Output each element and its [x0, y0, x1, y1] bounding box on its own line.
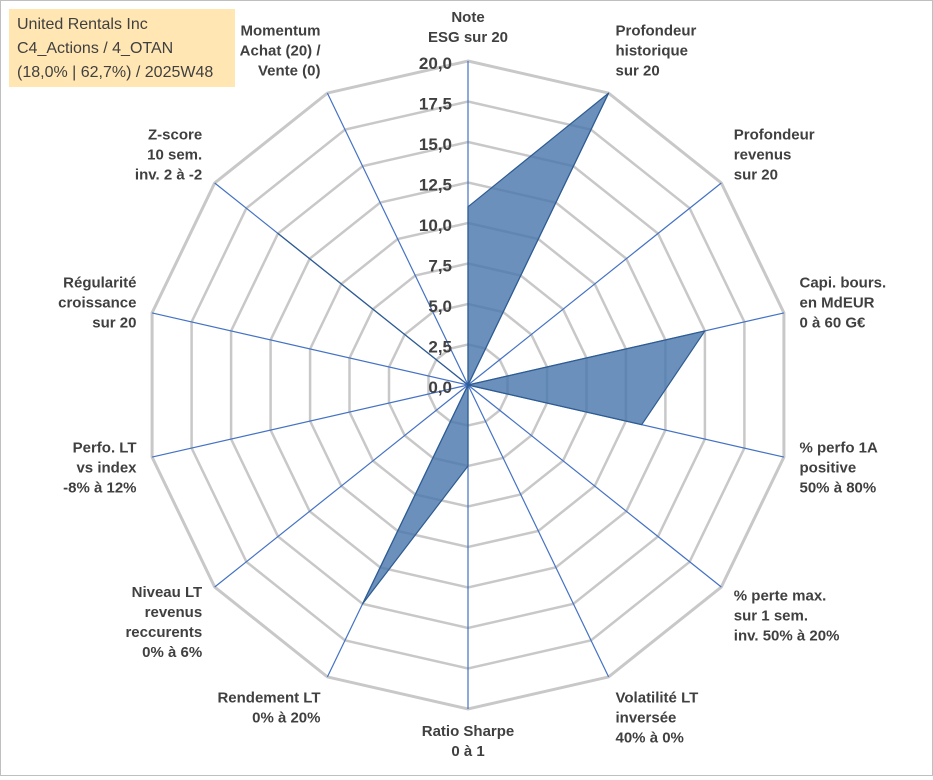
axis-spoke — [467, 384, 722, 588]
axis-spoke — [326, 92, 469, 386]
axis-label: Rendement LT 0% à 20% — [217, 689, 320, 726]
chart-title-box: United Rentals Inc C4_Actions / 4_OTAN (… — [9, 9, 235, 87]
axis-label: Régularité croissance sur 20 — [58, 275, 136, 332]
axis-label: Profondeur historique sur 20 — [616, 23, 697, 80]
axis-label: Z-score 10 sem. inv. 2 à -2 — [135, 126, 202, 183]
axis-spoke — [467, 182, 722, 386]
title-stats: (18,0% | 62,7%) / 2025W48 — [17, 64, 214, 81]
tick-label: 7,5 — [428, 257, 452, 276]
axis-labels: Note ESG sur 20 Profondeur historique sur 20… — [58, 9, 886, 760]
axis-label: Note ESG sur 20 — [428, 9, 508, 46]
series-area — [277, 92, 706, 605]
axis-spoke — [467, 384, 610, 678]
tick-label: 10,0 — [419, 216, 452, 235]
axis-label: Momentum Achat (20) / Vente (0) — [240, 23, 322, 80]
axis-label: Perfo. LT vs index -8% à 12% — [63, 439, 137, 496]
axis-spoke — [151, 312, 469, 386]
tick-label: 0,0 — [428, 378, 452, 397]
axis-spoke — [151, 384, 469, 458]
axis-label: Ratio Sharpe 0 à 1 — [422, 723, 515, 760]
axis-label: Volatilité LT inversée 40% à 0% — [616, 689, 699, 746]
series-layer — [277, 92, 706, 605]
title-category: C4_Actions / 4_OTAN — [17, 40, 174, 57]
tick-labels: 0,0 2,5 5,0 7,5 10,0 12,5 15,0 17,5 20,0 — [419, 54, 452, 397]
title-company: United Rentals Inc — [17, 16, 148, 33]
axis-label: % perte max. sur 1 sem. inv. 50% à 20% — [734, 588, 840, 645]
tick-label: 20,0 — [419, 54, 452, 73]
axis-spoke — [214, 384, 469, 588]
tick-label: 17,5 — [419, 95, 452, 114]
axis-label: Capi. bours. en MdEUR 0 à 60 G€ — [800, 275, 887, 332]
tick-label: 12,5 — [419, 176, 452, 195]
axis-label: % perfo 1A positive 50% à 80% — [800, 439, 879, 496]
axis-label: Profondeur revenus sur 20 — [734, 126, 815, 183]
tick-label: 5,0 — [428, 297, 452, 316]
tick-label: 15,0 — [419, 135, 452, 154]
axis-label: Niveau LT revenus reccurents 0% à 6% — [125, 584, 202, 661]
tick-label: 2,5 — [428, 338, 452, 357]
